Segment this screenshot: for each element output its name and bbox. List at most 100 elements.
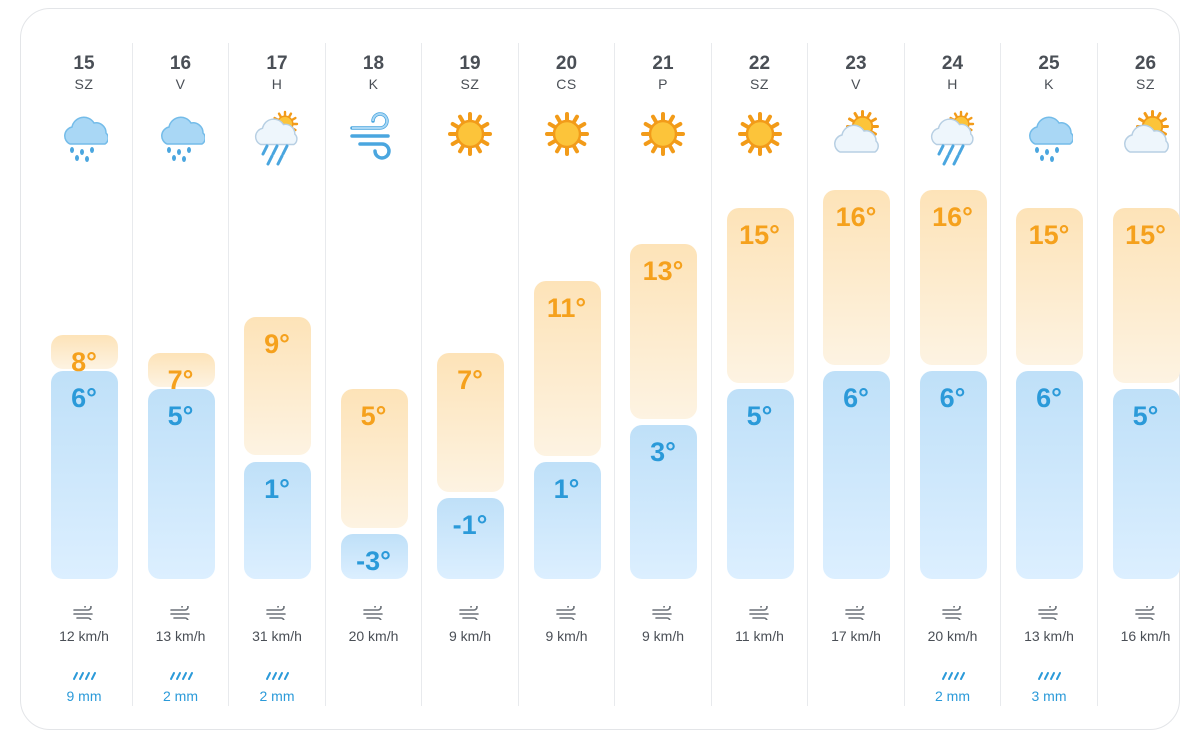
day-number: 18	[362, 53, 385, 74]
wind-icon	[748, 603, 772, 625]
min-temp-bar	[1112, 389, 1180, 579]
wind-icon	[362, 603, 386, 625]
column-divider	[614, 43, 615, 706]
min-temp-bar	[630, 425, 697, 579]
max-temp-label: 5°	[360, 401, 387, 432]
wind-icon	[72, 603, 96, 625]
min-temp-label: 6°	[71, 383, 97, 413]
day-of-week: CS	[556, 76, 577, 92]
wind-speed: 16 km/h	[1120, 628, 1171, 644]
max-temp-label: 15°	[739, 220, 780, 251]
day-of-week: K	[1044, 76, 1054, 92]
rain-icon	[941, 668, 965, 680]
max-temp-bar	[823, 190, 890, 365]
column-divider	[324, 43, 326, 706]
wind-icon	[651, 603, 675, 625]
day-number: 22	[748, 53, 771, 74]
min-temp-label: -1°	[452, 509, 488, 540]
precipitation-amount: 3 mm	[1031, 688, 1067, 704]
day-number: 16	[169, 53, 192, 74]
max-temp-label: 16°	[932, 202, 973, 232]
day-number: 24	[941, 53, 964, 74]
precipitation-amount: 2 mm	[163, 688, 198, 704]
day-number: 25	[1038, 53, 1060, 74]
day-column[interactable]: 22 SZ 15° 5° 11 km/h	[712, 43, 808, 706]
min-temp-bar	[147, 389, 215, 579]
column-divider	[228, 43, 229, 706]
max-temp-bar	[244, 316, 311, 456]
max-temp-label: 15°	[1125, 220, 1166, 251]
wind-speed: 13 km/h	[1024, 628, 1074, 644]
day-of-week: V	[175, 76, 186, 92]
wind-icon	[941, 603, 965, 625]
wind-icon	[1037, 603, 1061, 625]
day-number: 17	[266, 53, 288, 74]
day-column[interactable]: 16 V 7° 5° 13 km/h 2 mm	[133, 43, 229, 706]
max-temp-bar	[630, 244, 697, 420]
day-of-week: SZ	[74, 76, 94, 92]
column-divider	[807, 43, 808, 706]
max-temp-label: 15°	[1028, 220, 1070, 251]
max-temp-bar	[533, 280, 601, 456]
day-number: 23	[845, 53, 867, 74]
day-column[interactable]: 19 SZ 7° -1° 9 km/h	[422, 43, 518, 706]
max-temp-label: 13°	[642, 256, 684, 287]
max-temp-label: 7°	[457, 364, 483, 395]
day-number: 21	[652, 53, 674, 74]
precipitation-amount: 9 mm	[66, 688, 102, 704]
max-temp-bar	[1016, 208, 1083, 365]
day-number: 15	[73, 53, 95, 74]
wind-icon	[349, 110, 398, 160]
wind-speed: 9 km/h	[641, 628, 684, 644]
min-temp-bar	[51, 371, 118, 579]
wind-icon	[844, 603, 868, 625]
sun-cloud-icon	[1122, 110, 1170, 158]
wind-icon	[265, 603, 289, 625]
max-temp-bar	[340, 389, 408, 528]
wind-speed: 9 km/h	[448, 628, 491, 644]
day-of-week: SZ	[460, 76, 480, 92]
day-column[interactable]: 17 H 9° 1° 31 km/h 2 mm	[229, 43, 325, 706]
wind-icon	[555, 603, 579, 625]
forecast-card: 15 SZ 8° 6° 12 km/h 9 mm 16 V 7° 5° 13 k…	[20, 8, 1180, 730]
min-temp-label: 5°	[167, 401, 194, 432]
wind-speed: 13 km/h	[155, 628, 206, 644]
column-divider	[517, 43, 519, 706]
day-column[interactable]: 15 SZ 8° 6° 12 km/h 9 mm	[36, 43, 132, 706]
column-divider	[421, 43, 422, 706]
min-temp-label: 1°	[264, 473, 290, 504]
rain-icon	[72, 668, 96, 680]
wind-speed: 17 km/h	[831, 628, 881, 644]
max-temp-label: 16°	[835, 202, 877, 232]
max-temp-bar	[437, 352, 504, 492]
max-temp-label: 8°	[71, 346, 97, 377]
day-column[interactable]: 21 P 13° 3° 9 km/h	[615, 43, 711, 706]
min-temp-label: 3°	[650, 437, 676, 468]
day-column[interactable]: 23 V 16° 6° 17 km/h	[808, 43, 904, 706]
day-column[interactable]: 20 CS 11° 1° 9 km/h	[519, 43, 615, 706]
sun-icon	[543, 110, 591, 158]
day-number: 19	[459, 53, 481, 74]
wind-speed: 12 km/h	[59, 628, 109, 644]
max-temp-bar	[919, 190, 987, 365]
day-of-week: SZ	[1136, 76, 1155, 92]
day-column[interactable]: 26 SZ 15° 5° 16 km/h	[1098, 43, 1194, 706]
min-temp-label: 5°	[1132, 401, 1159, 432]
day-column[interactable]: 24 H 16° 6° 20 km/h 2 mm	[905, 43, 1001, 706]
sun-icon	[639, 110, 687, 158]
min-temp-bar	[437, 497, 504, 579]
min-temp-bar	[823, 371, 890, 579]
day-column[interactable]: 18 K 5° -3° 20 km/h	[326, 43, 422, 706]
min-temp-label: 6°	[939, 383, 966, 413]
day-of-week: H	[947, 76, 958, 92]
rain-icon	[265, 668, 289, 680]
min-temp-label: 5°	[746, 401, 773, 432]
max-temp-bar	[1112, 208, 1180, 384]
column-divider	[131, 43, 133, 706]
min-temp-label: 6°	[843, 383, 869, 413]
precipitation-amount: 2 mm	[259, 688, 295, 704]
day-column[interactable]: 25 K 15° 6° 13 km/h 3 mm	[1001, 43, 1097, 706]
min-temp-bar	[919, 371, 987, 579]
wind-speed: 11 km/h	[735, 628, 784, 644]
rain-cloud-icon	[60, 110, 109, 162]
